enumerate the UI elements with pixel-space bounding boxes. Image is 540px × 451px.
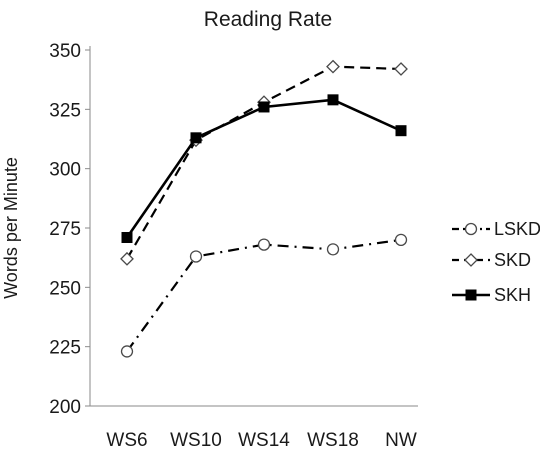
y-axis-title: Words per Minute: [1, 157, 21, 299]
legend-label-skd: SKD: [494, 250, 531, 270]
x-tick-label: WS14: [238, 430, 290, 451]
y-tick-label: 225: [49, 338, 81, 359]
data-point-skd: [326, 59, 340, 74]
legend-item-skh: SKH: [452, 285, 531, 305]
data-point-skh: [121, 231, 133, 243]
legend-item-skd: SKD: [452, 250, 531, 270]
data-point-skh: [190, 132, 202, 144]
x-tick-label: WS6: [106, 430, 147, 451]
data-point-lskd: [326, 243, 340, 256]
legend-marker-skh: [465, 289, 477, 301]
legend-label-lskd: LSKD: [494, 219, 540, 239]
legend-marker-skd: [464, 253, 478, 267]
series-skh: [121, 94, 407, 243]
y-tick-label: 200: [49, 397, 81, 418]
y-tick-label: 250: [49, 278, 81, 299]
data-point-lskd: [257, 238, 271, 251]
series-line-skh: [125, 98, 402, 239]
legend-label-skh: SKH: [494, 285, 531, 305]
y-tick-label: 350: [49, 41, 81, 62]
chart-title: Reading Rate: [204, 8, 332, 31]
legend: LSKD SKD SKH: [452, 219, 540, 305]
plot-area: 200 225 250 275 300 325 350 WS6 WS10 WS14 WS18 NW: [49, 41, 418, 451]
series-lskd: [120, 233, 408, 358]
data-point-skd: [120, 251, 134, 266]
data-point-skh: [258, 101, 270, 113]
legend-marker-lskd: [464, 222, 478, 236]
data-point-lskd: [189, 250, 203, 263]
data-point-lskd: [394, 233, 408, 247]
x-tick-label: WS18: [307, 430, 359, 451]
series-skd: [120, 59, 408, 266]
x-tick-label: NW: [385, 430, 417, 451]
x-tick-label: WS10: [170, 430, 222, 451]
data-point-skh: [327, 94, 339, 106]
y-tick-label: 275: [49, 219, 81, 240]
data-point-skd: [394, 62, 408, 76]
y-tick-label: 300: [49, 160, 81, 181]
series-line-lskd: [126, 238, 402, 353]
y-tick-label: 325: [49, 100, 81, 121]
data-point-lskd: [120, 345, 134, 358]
data-point-skh: [395, 125, 407, 137]
legend-item-lskd: LSKD: [452, 219, 540, 239]
